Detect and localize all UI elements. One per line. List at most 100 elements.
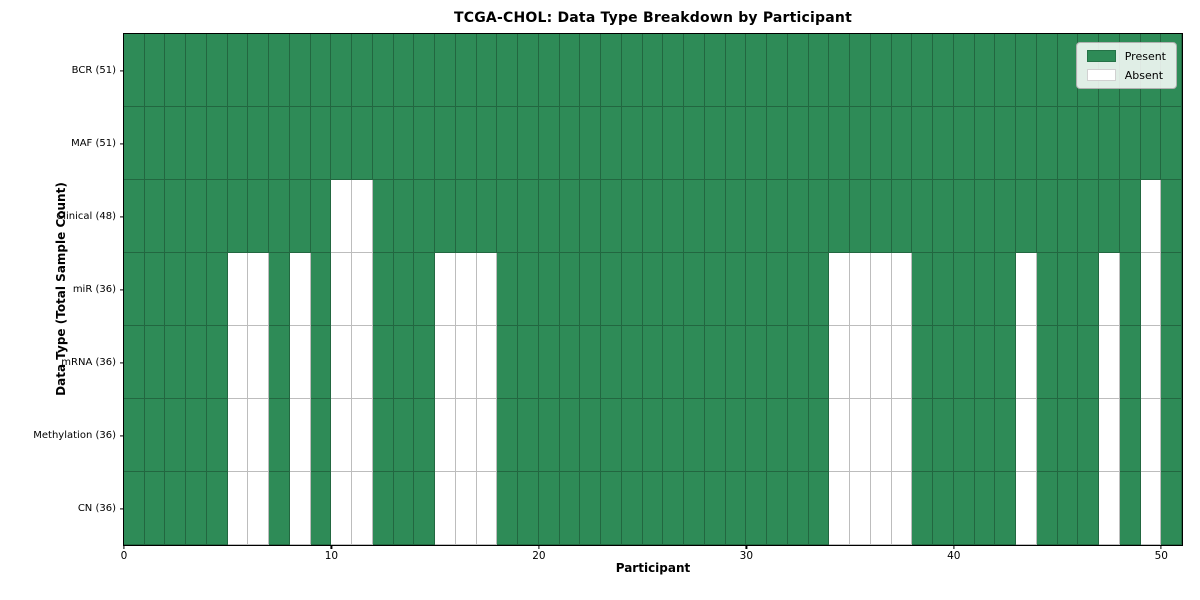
heatmap-cell [476, 472, 498, 545]
heatmap-cell [995, 399, 1017, 472]
heatmap-cell [850, 399, 871, 472]
heatmap-cell [1161, 399, 1182, 472]
heatmap-cell [1016, 34, 1037, 107]
heatmap-cell [269, 180, 290, 253]
heatmap-cell [1140, 399, 1162, 472]
heatmap-cell [870, 34, 892, 107]
heatmap-cell [850, 326, 871, 399]
y-tick-label: MAF (51) [71, 137, 116, 149]
heatmap-cell [455, 472, 477, 545]
heatmap-cell [165, 34, 187, 107]
heatmap-cell [933, 34, 954, 107]
heatmap-cell [186, 326, 207, 399]
heatmap-cell [1036, 180, 1058, 253]
legend-label-present: Present [1124, 49, 1166, 63]
heatmap-cell [933, 399, 954, 472]
heatmap-cell [704, 180, 726, 253]
heatmap-cell [269, 107, 290, 180]
heatmap-cell [787, 253, 809, 326]
heatmap-cell [206, 399, 228, 472]
heatmap-cell [995, 107, 1017, 180]
heatmap-cell [642, 472, 664, 545]
heatmap-cell [435, 180, 456, 253]
heatmap-cell [144, 399, 166, 472]
heatmap-cell [144, 34, 166, 107]
heatmap-cell [331, 326, 353, 399]
heatmap-cell [995, 253, 1017, 326]
heatmap-cell [974, 107, 996, 180]
heatmap-cell [580, 180, 602, 253]
heatmap-cell [497, 34, 519, 107]
heatmap-cell [144, 253, 166, 326]
heatmap-cell [870, 107, 892, 180]
heatmap-cell [1057, 107, 1079, 180]
heatmap-cell [1119, 253, 1141, 326]
heatmap-cell [1078, 472, 1100, 545]
x-tick-mark [330, 545, 333, 549]
heatmap-cell [186, 107, 207, 180]
heatmap-cell [808, 34, 830, 107]
heatmap-cell [1036, 472, 1058, 545]
heatmap-cell [559, 180, 581, 253]
heatmap-cell [933, 180, 954, 253]
x-tick-mark [538, 545, 540, 549]
heatmap-cell [912, 34, 934, 107]
heatmap-cell [1057, 253, 1079, 326]
heatmap-cell [621, 326, 643, 399]
heatmap-cell [912, 472, 934, 545]
heatmap-cell [372, 180, 394, 253]
heatmap-cell [767, 253, 788, 326]
heatmap-cell [1119, 107, 1141, 180]
heatmap-cell [829, 107, 851, 180]
heatmap-cell [227, 180, 249, 253]
heatmap-cell [1161, 326, 1182, 399]
heatmap-cell [891, 180, 913, 253]
heatmap-cell [767, 107, 788, 180]
absent-swatch-icon [1086, 69, 1116, 81]
heatmap-cell [1078, 399, 1100, 472]
heatmap-cell [1057, 399, 1079, 472]
heatmap-cell [1036, 399, 1058, 472]
heatmap-cell [289, 399, 311, 472]
heatmap-cell [414, 253, 436, 326]
heatmap-cell [414, 472, 436, 545]
heatmap-cell [393, 472, 415, 545]
heatmap-cell [538, 107, 560, 180]
heatmap-cell [476, 180, 498, 253]
heatmap-cell [393, 180, 415, 253]
heatmap-cell [1099, 253, 1120, 326]
heatmap-cell [808, 399, 830, 472]
heatmap-cell [559, 399, 581, 472]
heatmap-cell [414, 107, 436, 180]
heatmap-cell [1057, 326, 1079, 399]
heatmap-cell [1016, 107, 1037, 180]
heatmap-cell [352, 472, 373, 545]
legend-item-present: Present [1086, 49, 1166, 63]
heatmap-cell [538, 472, 560, 545]
heatmap-cell [124, 399, 145, 472]
x-axis-title: Participant [615, 561, 691, 575]
heatmap-cell [393, 253, 415, 326]
heatmap-cell [642, 34, 664, 107]
heatmap-cell [933, 472, 954, 545]
heatmap-cell [518, 399, 539, 472]
heatmap-cell [1119, 326, 1141, 399]
heatmap-cell [518, 253, 539, 326]
heatmap-cell [248, 472, 270, 545]
heatmap-cell [787, 180, 809, 253]
heatmap-cell [372, 326, 394, 399]
heatmap-cell [331, 34, 353, 107]
heatmap-cell [953, 472, 975, 545]
heatmap-cell [642, 107, 664, 180]
heatmap-cell [621, 107, 643, 180]
heatmap-cell [1099, 180, 1120, 253]
heatmap-cell [974, 399, 996, 472]
heatmap-cell [372, 399, 394, 472]
heatmap-cell [1119, 180, 1141, 253]
x-tick-label: 0 [120, 550, 128, 562]
heatmap-cell [870, 253, 892, 326]
heatmap-cell [310, 472, 332, 545]
heatmap-cell [124, 180, 145, 253]
